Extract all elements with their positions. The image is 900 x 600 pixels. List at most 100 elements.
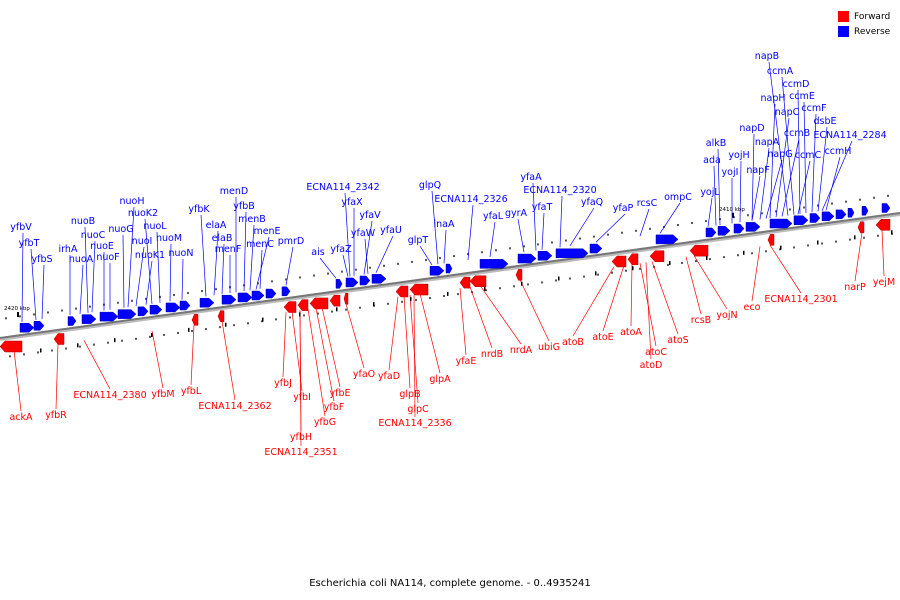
scale-dot xyxy=(355,268,357,271)
forward-gene-label: yfbF xyxy=(324,402,344,413)
reverse-gene-leader xyxy=(768,61,789,216)
reverse-gene-label: yfbS xyxy=(31,254,52,265)
reverse-gene-label: yfbT xyxy=(19,238,40,249)
reverse-gene-label: napG xyxy=(767,149,792,160)
scale-dot xyxy=(425,258,427,261)
reverse-gene-leader xyxy=(156,231,161,303)
scale-dot xyxy=(201,290,203,293)
reverse-gene-label: ccmH xyxy=(825,146,852,157)
reverse-gene-label: yfaQ xyxy=(581,197,603,208)
reverse-gene-label: yfaX xyxy=(341,197,363,208)
forward-gene-leader xyxy=(307,309,326,417)
reverse-gene-arrow xyxy=(149,304,163,315)
reverse-gene-label: ECNA114_2320 xyxy=(523,185,596,196)
forward-gene-label: rcsB xyxy=(691,315,711,326)
reverse-gene-label: yfbK xyxy=(188,204,210,215)
reverse-gene-arrow xyxy=(881,203,891,213)
scale-dot xyxy=(9,355,11,358)
scale-dot xyxy=(51,349,53,352)
forward-gene-arrow xyxy=(469,275,487,287)
scale-dot xyxy=(275,318,277,321)
reverse-gene-leader xyxy=(319,257,337,279)
scale-dot xyxy=(345,308,347,311)
scale-dot xyxy=(191,330,193,333)
reverse-gene-leader xyxy=(41,264,45,320)
forward-gene-leader xyxy=(854,232,863,282)
reverse-gene-arrow xyxy=(809,213,821,223)
forward-gene-leader xyxy=(13,350,22,412)
reverse-gene-label: ccmE xyxy=(789,91,815,102)
reverse-gene-arrow xyxy=(555,248,589,259)
reverse-gene-arrow xyxy=(861,206,869,216)
scale-dot xyxy=(89,305,91,308)
forward-gene-arrow xyxy=(515,269,523,281)
reverse-gene-label: yojI xyxy=(722,167,739,178)
reverse-gene-label: rcsC xyxy=(637,198,658,209)
scale-dot xyxy=(677,223,679,226)
reverse-gene-leader xyxy=(363,220,373,275)
scale-dot xyxy=(541,281,543,284)
feature-tick xyxy=(632,266,634,271)
forward-gene-label: yfaO xyxy=(353,369,375,380)
feature-tick xyxy=(558,276,560,281)
forward-gene-label: yfbG xyxy=(314,417,336,428)
scale-dot xyxy=(765,250,767,253)
reverse-gene-leader xyxy=(127,206,135,308)
forward-gene-leader xyxy=(299,310,302,447)
reverse-gene-label: yfaZ xyxy=(330,244,352,255)
scale-dot xyxy=(331,310,333,313)
forward-gene-label: atoE xyxy=(592,332,613,343)
scale-dot xyxy=(257,282,259,285)
scale-dot xyxy=(443,295,445,298)
reverse-gene-leader xyxy=(803,101,807,214)
reverse-gene-label: nuoC xyxy=(81,230,106,241)
feature-tick xyxy=(40,348,42,353)
reverse-gene-leader xyxy=(569,207,595,247)
reverse-gene-label: nuoH xyxy=(120,196,145,207)
reverse-gene-label: yfaT xyxy=(532,202,553,213)
reverse-gene-arrow xyxy=(371,274,387,284)
reverse-gene-leader xyxy=(79,264,84,314)
reverse-gene-leader xyxy=(467,204,474,261)
scale-dot xyxy=(317,312,319,315)
feature-tick xyxy=(891,230,893,235)
scale-dot xyxy=(569,277,571,280)
reverse-gene-arrow xyxy=(429,266,445,276)
legend-forward-label: Forward xyxy=(854,11,891,22)
forward-gene-leader xyxy=(388,296,399,371)
feature-tick xyxy=(336,307,338,312)
feature-tick xyxy=(77,343,79,348)
reverse-gene-arrow xyxy=(117,309,137,319)
reverse-gene-leader xyxy=(443,229,447,264)
forward-gene-leader xyxy=(769,244,802,294)
feature-tick xyxy=(521,281,523,286)
reverse-gene-leader xyxy=(781,76,795,215)
scale-dot xyxy=(61,309,63,312)
reverse-gene-arrow xyxy=(769,218,793,229)
scale-dot xyxy=(761,212,763,215)
reverse-gene-arrow xyxy=(165,302,181,313)
scale-dot xyxy=(485,289,487,292)
scale-dot xyxy=(747,214,749,217)
reverse-gene-arrow xyxy=(335,279,343,289)
legend-reverse-label: Reverse xyxy=(854,26,891,37)
reverse-gene-arrow xyxy=(359,275,371,286)
scale-dot xyxy=(233,324,235,327)
reverse-gene-leader xyxy=(364,238,369,274)
forward-gene-arrow xyxy=(459,276,471,289)
forward-gene-arrow xyxy=(649,250,665,262)
reverse-gene-label: nuoA xyxy=(69,254,94,265)
reverse-gene-label: alkB xyxy=(706,138,726,149)
forward-gene-label: atoS xyxy=(667,335,688,346)
scale-dot xyxy=(649,227,651,230)
reverse-gene-label: nuoB xyxy=(71,216,95,227)
scale-dot xyxy=(513,285,515,288)
scale-dot xyxy=(383,264,385,267)
forward-gene-label: ECNA114_2362 xyxy=(198,401,271,412)
scale-dot xyxy=(709,258,711,261)
reverse-gene-label: yfaA xyxy=(520,172,542,183)
scale-dot xyxy=(457,293,459,296)
scale-dot xyxy=(723,256,725,259)
scale-dot xyxy=(499,287,501,290)
reverse-gene-label: glpQ xyxy=(419,180,441,191)
